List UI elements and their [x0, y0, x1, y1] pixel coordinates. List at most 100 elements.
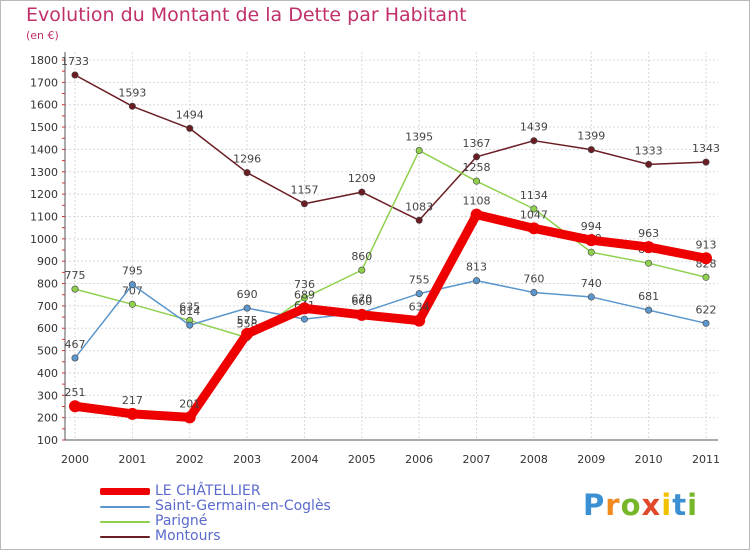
- data-point: [645, 306, 653, 314]
- data-point: [415, 290, 423, 298]
- data-point: [128, 102, 136, 110]
- data-label: 634: [409, 301, 430, 314]
- data-point: [530, 288, 538, 296]
- data-point: [645, 160, 653, 168]
- chart-title: Evolution du Montant de la Dette par Hab…: [26, 4, 467, 26]
- data-label: 670: [351, 293, 372, 306]
- y-tick-label: 700: [37, 300, 58, 313]
- y-tick-label: 800: [37, 278, 58, 291]
- y-tick-label: 600: [37, 322, 58, 335]
- legend-swatch-montours: [100, 535, 150, 538]
- data-point: [243, 169, 251, 177]
- legend-item-montours: Montours: [100, 529, 331, 544]
- data-point: [585, 234, 598, 247]
- data-label: 575: [237, 314, 258, 327]
- data-label: 1733: [61, 55, 89, 68]
- legend-label-montours: Montours: [155, 528, 221, 544]
- data-label: 1134: [520, 189, 548, 202]
- x-tick-label: 2002: [176, 453, 204, 466]
- y-tick-label: 300: [37, 389, 58, 402]
- data-label: 614: [179, 305, 200, 318]
- logo-letter: i: [661, 488, 673, 522]
- y-tick-label: 100: [37, 434, 58, 447]
- data-label: 1209: [348, 172, 376, 185]
- y-tick-label: 1500: [30, 121, 58, 134]
- x-tick-label: 2010: [635, 453, 663, 466]
- logo-letter: P: [583, 488, 606, 522]
- legend-swatch-le-chatellier: [100, 488, 150, 495]
- data-point: [700, 252, 712, 265]
- data-point: [186, 321, 194, 329]
- data-label: 963: [638, 227, 659, 240]
- chart-subtitle: (en €): [26, 29, 59, 42]
- legend-label-saint-germain: Saint-Germain-en-Coglès: [155, 498, 331, 514]
- data-point: [355, 308, 368, 321]
- data-label: 681: [638, 290, 659, 303]
- data-label: 1157: [290, 184, 318, 197]
- data-label: 913: [696, 238, 717, 251]
- series-line: [70, 210, 711, 422]
- data-point: [71, 71, 79, 79]
- logo-letter: x: [641, 488, 662, 522]
- y-tick-label: 1100: [30, 210, 58, 223]
- data-point: [415, 147, 423, 155]
- data-label: 251: [65, 386, 86, 399]
- data-label: 1343: [692, 142, 720, 155]
- y-tick-label: 200: [37, 412, 58, 425]
- data-label: 775: [65, 269, 86, 282]
- data-label: 1083: [405, 200, 433, 213]
- data-point: [473, 177, 481, 185]
- data-point: [702, 319, 710, 327]
- data-label: 795: [122, 265, 143, 278]
- data-point: [358, 266, 366, 274]
- data-label: 660: [351, 295, 372, 308]
- data-point: [587, 293, 595, 301]
- data-label: 1494: [176, 108, 204, 121]
- data-label: 1333: [635, 144, 663, 157]
- y-tick-label: 500: [37, 345, 58, 358]
- data-point: [358, 188, 366, 196]
- data-point: [69, 400, 81, 413]
- proxiti-logo: Proxiti: [583, 488, 698, 522]
- data-point: [415, 216, 423, 224]
- data-point: [128, 281, 136, 289]
- data-label: 467: [65, 338, 86, 351]
- data-label: 1439: [520, 121, 548, 134]
- x-tick-label: 2011: [692, 453, 720, 466]
- data-label: 760: [523, 272, 544, 285]
- data-label: 1593: [118, 86, 146, 99]
- legend-item-le-chatellier: LE CHÂTELLIER: [100, 484, 331, 499]
- y-tick-label: 400: [37, 367, 58, 380]
- x-tick-label: 2006: [405, 453, 433, 466]
- data-point: [300, 315, 308, 323]
- data-label: 635: [179, 300, 200, 313]
- data-point: [413, 314, 426, 327]
- x-tick-label: 2000: [61, 453, 89, 466]
- legend-label-le-chatellier: LE CHÂTELLIER: [155, 483, 261, 499]
- data-point: [642, 241, 655, 254]
- data-point: [530, 137, 538, 145]
- data-point: [298, 302, 311, 315]
- data-label: 1108: [463, 195, 491, 208]
- logo-letter: r: [605, 488, 621, 522]
- data-point: [71, 285, 79, 293]
- data-label: 1258: [463, 161, 491, 174]
- data-point: [473, 277, 481, 285]
- data-label: 755: [409, 274, 430, 287]
- data-point: [702, 158, 710, 166]
- data-point: [126, 407, 139, 420]
- x-tick-label: 2007: [463, 453, 491, 466]
- x-tick-label: 2003: [233, 453, 261, 466]
- data-label: 1395: [405, 131, 433, 144]
- x-tick-label: 2008: [520, 453, 548, 466]
- y-tick-label: 1200: [30, 188, 58, 201]
- data-point: [300, 294, 308, 302]
- legend-label-parigne: Parigné: [155, 513, 208, 529]
- y-tick-label: 1800: [30, 54, 58, 67]
- data-label: 622: [696, 303, 717, 316]
- data-point: [186, 124, 194, 132]
- data-point: [473, 153, 481, 161]
- data-point: [530, 205, 538, 213]
- data-point: [183, 411, 196, 424]
